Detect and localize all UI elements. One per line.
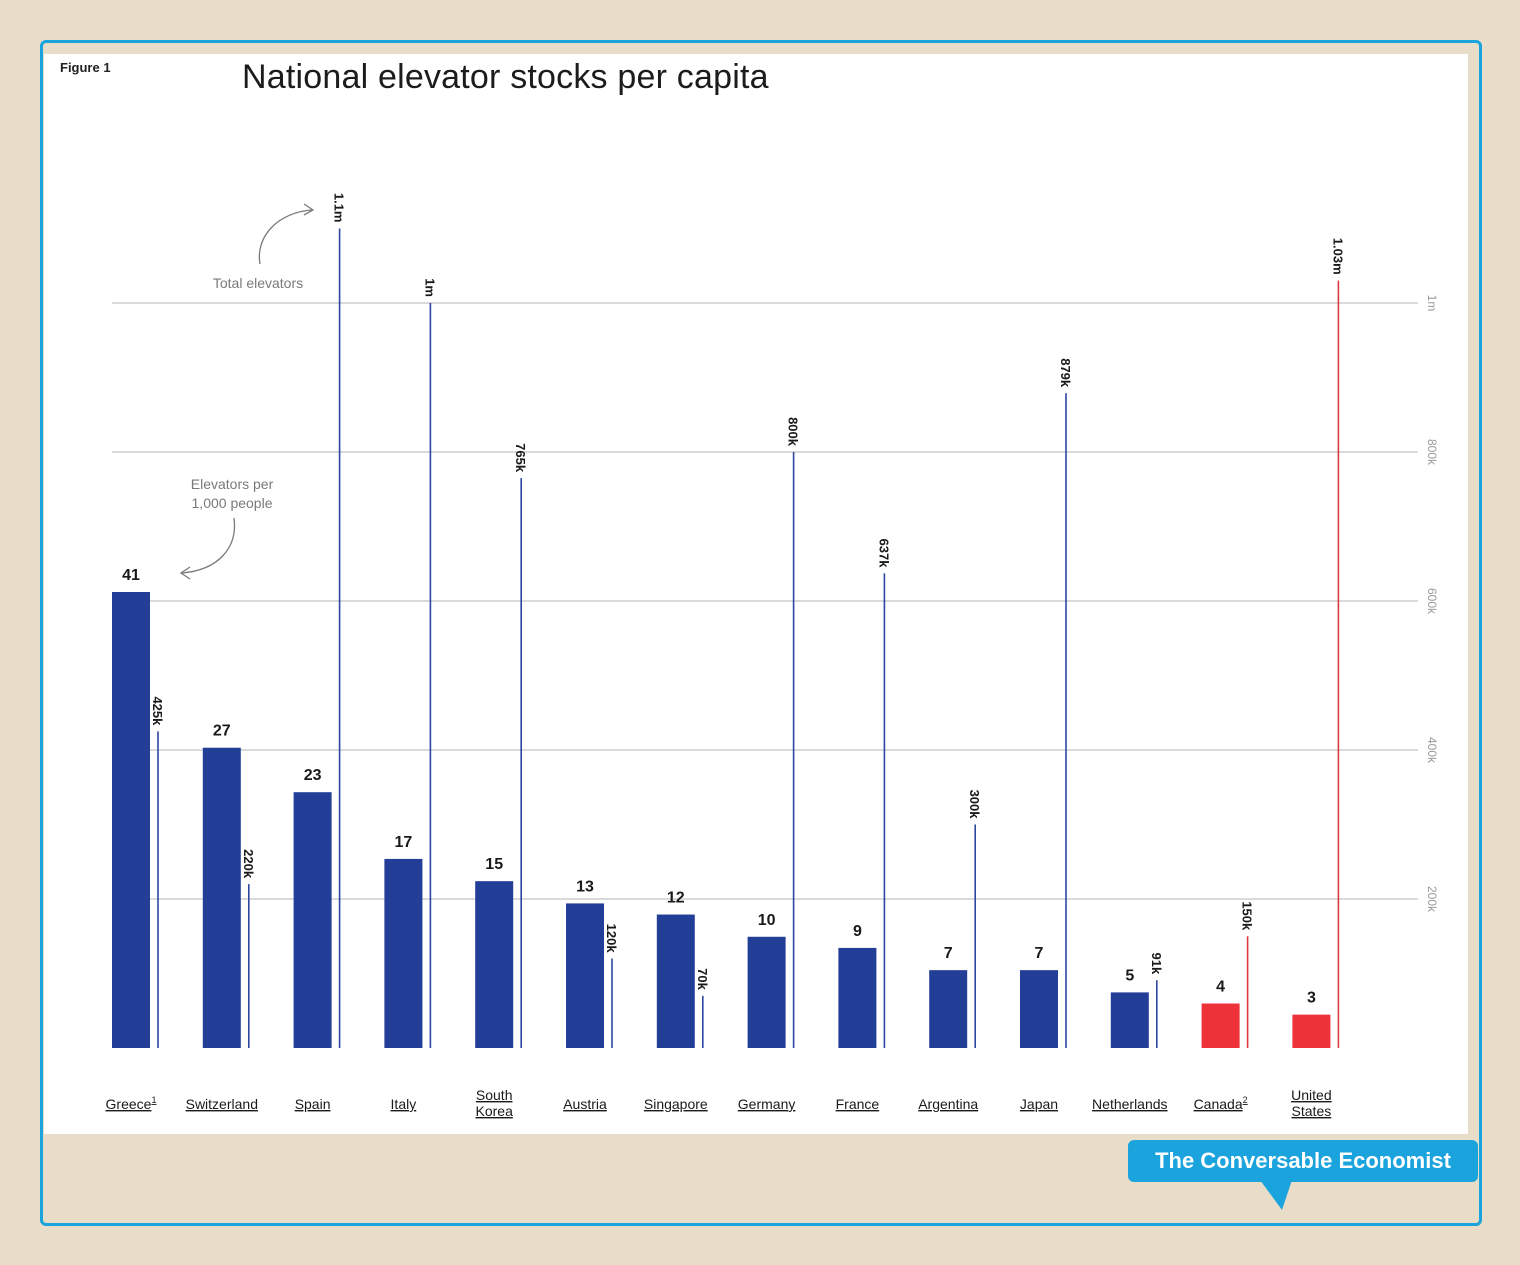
y-tick-label: 1m [1425,295,1439,312]
total-elevators-label: 637k [876,539,891,569]
category-label: States [1292,1103,1332,1119]
total-elevators-label: 70k [695,968,710,990]
category-label: Italy [391,1096,417,1112]
per-capita-bar [656,914,695,1048]
total-elevators-label: 1.03m [1330,238,1345,275]
category-label: Greece1 [106,1095,157,1112]
per-capita-label: 10 [758,912,776,929]
total-elevators-label: 879k [1058,358,1073,388]
per-capita-label: 7 [944,945,953,962]
per-capita-bar [838,947,877,1048]
per-capita-label: 23 [304,767,322,784]
per-capita-bar [475,881,514,1048]
category-label: Austria [563,1096,607,1112]
category-label: Spain [295,1096,331,1112]
total-elevators-label: 1.1m [332,193,347,223]
annotation-arrowhead [179,566,191,580]
category-label: Japan [1020,1096,1058,1112]
per-capita-label: 13 [576,878,594,895]
per-capita-label: 17 [395,834,413,851]
per-capita-bar [1292,1014,1331,1048]
category-label: Argentina [918,1096,978,1112]
footnote-marker: 1 [151,1095,156,1105]
total-elevators-label: 800k [786,417,801,447]
category-label: France [836,1096,880,1112]
footnote-marker: 2 [1243,1095,1248,1105]
per-capita-bar [384,858,423,1048]
annotation-per-capita: 1,000 people [192,495,273,511]
annotation-arrow [258,209,313,265]
annotation-total-elevators: Total elevators [213,275,303,291]
category-label: Germany [738,1096,796,1112]
total-elevators-label: 91k [1149,953,1164,975]
category-label: Singapore [644,1096,708,1112]
brand-badge-tail [1260,1180,1292,1210]
category-label: United [1291,1087,1331,1103]
total-elevators-label: 1m [422,278,437,297]
per-capita-label: 15 [485,856,503,873]
per-capita-bar [202,747,241,1048]
total-elevators-label: 150k [1240,901,1255,931]
per-capita-label: 41 [122,567,140,584]
chart-title: National elevator stocks per capita [242,58,769,96]
figure-label: Figure 1 [60,60,111,75]
y-tick-label: 800k [1425,439,1439,466]
category-label: Switzerland [186,1096,258,1112]
total-elevators-label: 300k [967,790,982,820]
category-label: Netherlands [1092,1096,1168,1112]
per-capita-label: 5 [1125,967,1134,984]
per-capita-bar [566,903,604,1048]
y-tick-label: 400k [1425,737,1439,764]
per-capita-label: 3 [1307,990,1316,1007]
per-capita-bar [747,936,786,1048]
per-capita-label: 7 [1035,945,1044,962]
total-elevators-label: 120k [604,924,619,954]
per-capita-label: 9 [853,923,862,940]
category-label: South [476,1087,513,1103]
per-capita-bar [1110,992,1149,1048]
y-tick-label: 200k [1425,886,1439,913]
total-elevators-label: 220k [241,849,256,879]
per-capita-label: 27 [213,723,231,740]
total-elevators-label: 425k [150,696,165,726]
annotation-arrow [181,517,236,574]
total-elevators-label: 765k [513,443,528,473]
per-capita-bar [112,592,150,1048]
annotation-arrowhead [303,203,315,216]
per-capita-label: 12 [667,890,685,907]
per-capita-bar [1201,1003,1240,1048]
category-label: Canada2 [1194,1095,1248,1112]
y-tick-label: 600k [1425,588,1439,615]
per-capita-label: 4 [1216,979,1225,996]
annotation-per-capita: Elevators per [191,476,274,492]
per-capita-bar [929,970,968,1048]
category-label: Korea [476,1103,514,1119]
per-capita-bar [1020,970,1058,1048]
brand-badge: The Conversable Economist [1128,1140,1478,1182]
per-capita-bar [293,792,332,1048]
